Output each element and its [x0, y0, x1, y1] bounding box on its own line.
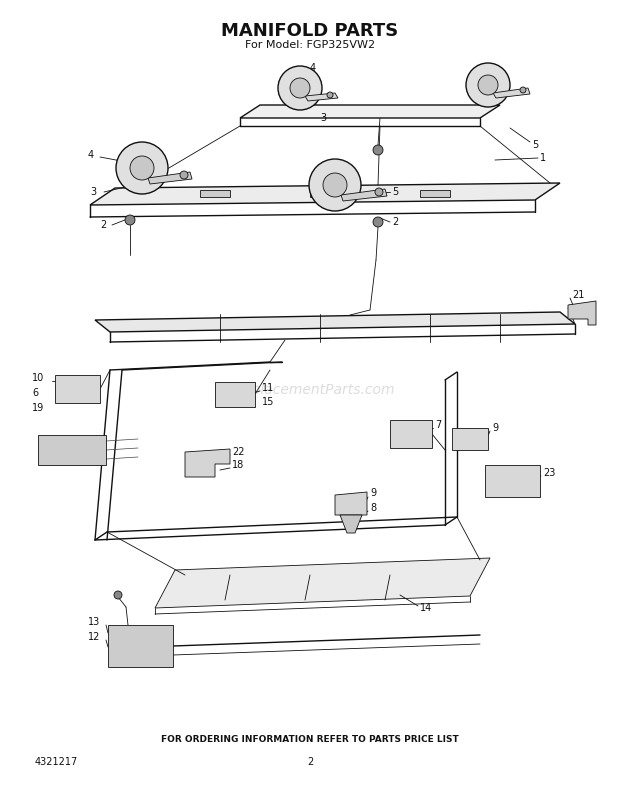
Circle shape — [478, 75, 498, 95]
Polygon shape — [340, 515, 362, 533]
Text: 21: 21 — [572, 290, 585, 300]
Text: 4321217: 4321217 — [35, 757, 78, 767]
Text: For Model: FGP325VW2: For Model: FGP325VW2 — [245, 40, 375, 50]
Circle shape — [309, 159, 361, 211]
Bar — [215, 382, 255, 407]
Bar — [108, 625, 173, 667]
Polygon shape — [335, 492, 367, 515]
Polygon shape — [155, 558, 490, 608]
Text: 11: 11 — [262, 383, 274, 393]
Text: 4: 4 — [88, 150, 94, 160]
Text: 3: 3 — [320, 113, 326, 123]
Bar — [420, 190, 450, 197]
Circle shape — [375, 188, 383, 196]
Circle shape — [130, 156, 154, 180]
Text: 23: 23 — [543, 468, 556, 478]
Text: 9: 9 — [370, 488, 376, 498]
Text: 18: 18 — [232, 460, 244, 470]
Circle shape — [290, 78, 310, 98]
Bar — [390, 420, 432, 448]
Text: FOR ORDERING INFORMATION REFER TO PARTS PRICE LIST: FOR ORDERING INFORMATION REFER TO PARTS … — [161, 736, 459, 744]
Text: 9: 9 — [492, 423, 498, 433]
Bar — [200, 190, 230, 197]
Text: 4: 4 — [310, 63, 316, 73]
Circle shape — [520, 87, 526, 93]
Text: MANIFOLD PARTS: MANIFOLD PARTS — [221, 22, 399, 40]
Text: 2: 2 — [392, 217, 398, 227]
Circle shape — [323, 173, 347, 197]
Text: eReplacementParts.com: eReplacementParts.com — [225, 383, 395, 397]
Polygon shape — [240, 105, 500, 118]
Polygon shape — [493, 88, 530, 98]
Text: 19: 19 — [32, 403, 44, 413]
Bar — [38, 435, 106, 465]
Text: 1: 1 — [540, 153, 546, 163]
Text: 2: 2 — [307, 757, 313, 767]
Text: 10: 10 — [32, 373, 44, 383]
Circle shape — [125, 215, 135, 225]
Bar — [485, 465, 540, 497]
Circle shape — [373, 217, 383, 227]
Circle shape — [327, 92, 333, 98]
Circle shape — [373, 145, 383, 155]
Polygon shape — [341, 189, 387, 201]
Polygon shape — [148, 172, 192, 184]
Text: 5: 5 — [532, 140, 538, 150]
Text: 22: 22 — [232, 447, 244, 457]
Circle shape — [278, 66, 322, 110]
Text: 13: 13 — [88, 617, 100, 627]
Text: 7: 7 — [435, 420, 441, 430]
Text: 2: 2 — [100, 220, 106, 230]
Circle shape — [466, 63, 510, 107]
Polygon shape — [568, 301, 596, 325]
Text: 3: 3 — [90, 187, 96, 197]
Circle shape — [180, 171, 188, 179]
Text: 15: 15 — [262, 397, 275, 407]
Polygon shape — [95, 312, 575, 332]
Polygon shape — [305, 93, 338, 101]
Text: 12: 12 — [88, 632, 100, 642]
Polygon shape — [90, 183, 560, 205]
Text: 6: 6 — [32, 388, 38, 398]
Circle shape — [116, 142, 168, 194]
Bar — [310, 190, 340, 197]
Text: 8: 8 — [370, 503, 376, 513]
Polygon shape — [185, 449, 230, 477]
Bar — [55, 375, 100, 403]
Text: 14: 14 — [420, 603, 432, 613]
Circle shape — [114, 591, 122, 599]
Bar — [452, 428, 488, 450]
Text: 5: 5 — [392, 187, 398, 197]
